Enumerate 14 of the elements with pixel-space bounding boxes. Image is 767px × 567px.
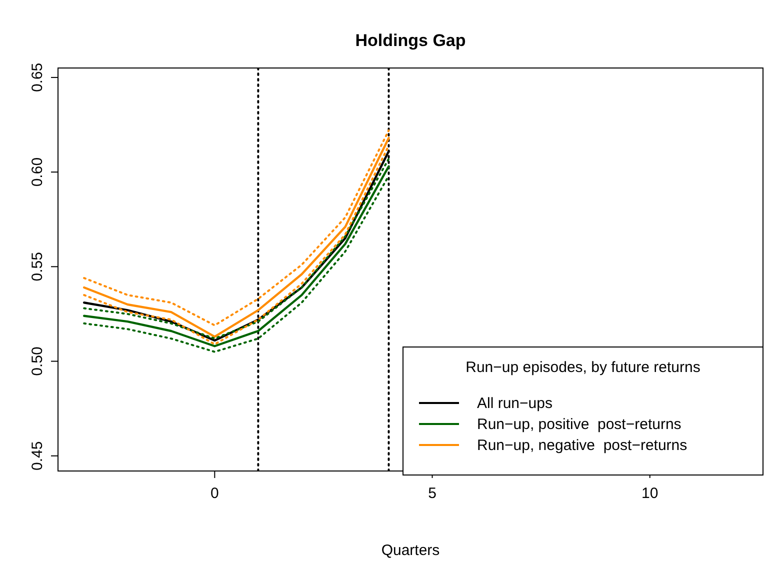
chart-title: Holdings Gap [355,31,466,50]
legend-label: Run−up, positive post−returns [477,416,682,433]
y-tick-label: 0.45 [29,441,46,470]
legend-label: Run−up, negative post−returns [477,437,688,454]
x-tick-label: 10 [642,485,658,502]
y-tick-label: 0.60 [29,157,46,187]
y-tick-label: 0.65 [29,62,46,92]
x-axis-title: Quarters [381,542,440,559]
legend-title: Run−up episodes, by future returns [466,359,700,376]
x-tick-label: 5 [428,485,436,502]
y-tick-label: 0.50 [29,346,46,376]
legend-label: All run−ups [477,395,552,412]
y-tick-label: 0.55 [29,252,46,282]
x-tick-label: 0 [210,485,219,502]
